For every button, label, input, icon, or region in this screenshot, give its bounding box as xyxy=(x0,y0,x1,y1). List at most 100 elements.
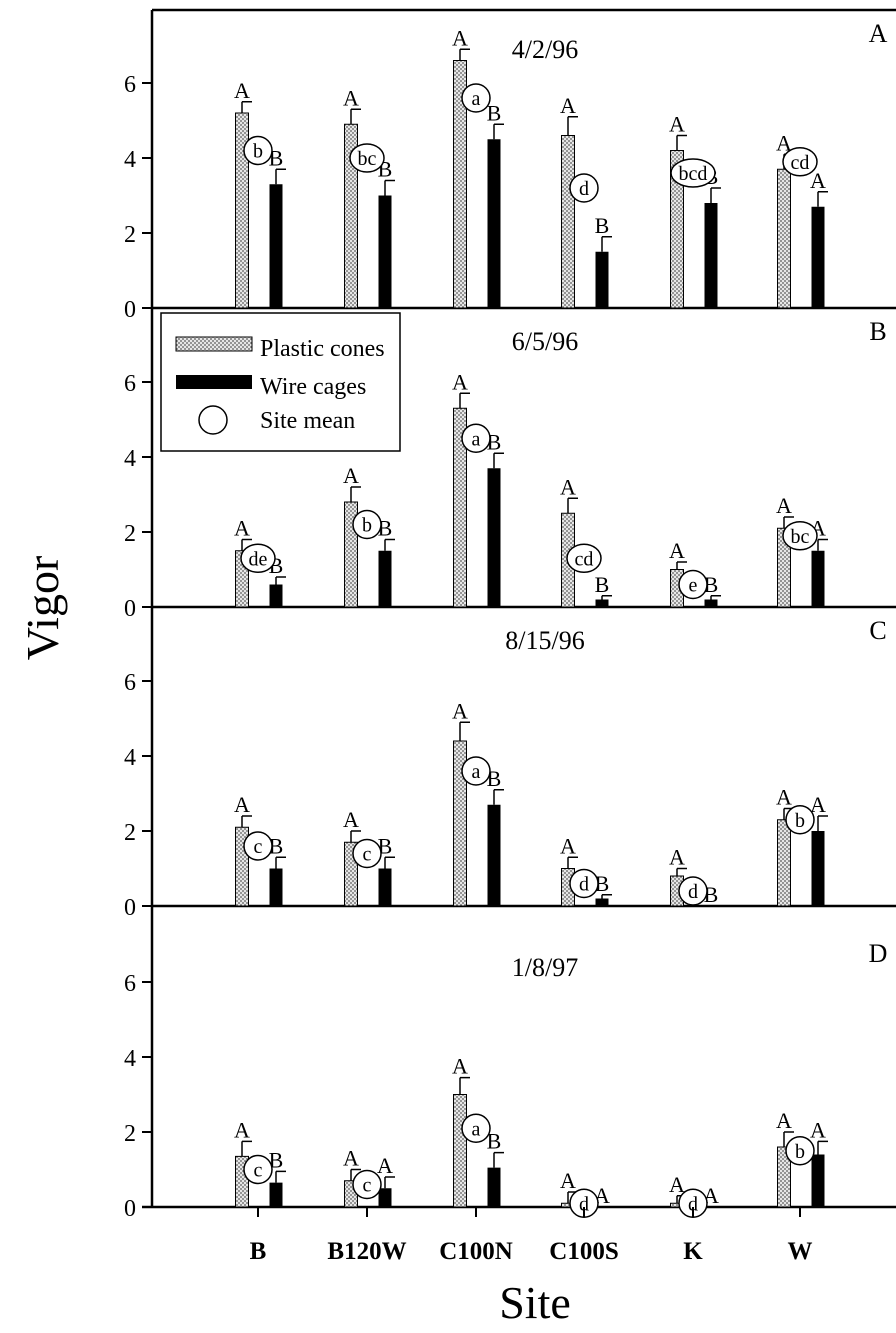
y-tick-label: 4 xyxy=(124,147,136,173)
site-mean-letter: bc xyxy=(358,148,377,170)
site-mean-letter: cd xyxy=(575,548,594,570)
bar-plastic-C100N xyxy=(453,1094,467,1208)
site-mean-marker xyxy=(352,1169,382,1200)
site-mean-letter: e xyxy=(689,575,698,597)
x-tick-label: B xyxy=(250,1238,267,1265)
legend-label-wire: Wire cages xyxy=(260,374,366,400)
significance-letter: A xyxy=(343,807,359,832)
panel-letter: B xyxy=(869,317,886,346)
y-tick-label: 2 xyxy=(124,222,136,248)
significance-letter: A xyxy=(560,1168,576,1193)
site-mean-letter: d xyxy=(688,1193,698,1215)
bar-wire-K xyxy=(704,203,718,308)
panel-date: 8/15/96 xyxy=(505,626,584,655)
significance-letter: A xyxy=(669,112,685,137)
legend: Plastic cones Wire cages Site mean xyxy=(160,312,401,452)
significance-letter: A xyxy=(452,698,468,723)
site-mean-marker xyxy=(569,1188,599,1218)
significance-letter: A xyxy=(452,25,468,50)
site-mean-marker xyxy=(243,135,273,166)
y-axis-label: Vigor xyxy=(17,556,68,661)
bar-plastic-C100S xyxy=(561,135,575,309)
panel-date: 4/2/96 xyxy=(512,35,578,64)
bar-wire-B xyxy=(269,868,283,906)
y-tick-label: 6 xyxy=(124,670,136,696)
bar-wire-C100N xyxy=(487,804,501,906)
significance-letter: A xyxy=(810,168,826,193)
panel-letter: A xyxy=(869,19,888,48)
legend-swatch-plastic xyxy=(175,336,253,352)
y-tick-label: 0 xyxy=(124,895,136,921)
site-mean-marker xyxy=(678,1188,708,1218)
significance-letter: A xyxy=(669,845,685,870)
y-tick-label: 6 xyxy=(124,971,136,997)
site-mean-marker xyxy=(461,83,491,113)
bar-wire-B xyxy=(269,584,283,607)
site-mean-marker xyxy=(461,423,491,453)
site-mean-marker xyxy=(349,143,385,173)
significance-letter: A xyxy=(810,1117,826,1142)
panel-date: 6/5/96 xyxy=(512,327,578,356)
bar-wire-B xyxy=(269,1182,283,1207)
site-mean-letter: d xyxy=(579,1193,589,1215)
significance-letter: A xyxy=(452,1054,468,1079)
significance-letter: A xyxy=(343,85,359,110)
site-mean-letter: a xyxy=(472,761,481,783)
site-mean-letter: a xyxy=(472,1118,481,1140)
site-mean-letter: c xyxy=(254,1160,263,1182)
legend-swatch-mean xyxy=(198,405,228,435)
chart-panels: 02464/2/96AAAAAAABBBBBAbbcadbcdcd02466/5… xyxy=(124,8,896,1222)
site-mean-letter: c xyxy=(363,1175,372,1197)
panel-letter: C xyxy=(869,616,886,645)
significance-letter: A xyxy=(377,1153,393,1178)
site-mean-marker xyxy=(243,1154,273,1185)
site-mean-marker xyxy=(352,838,382,869)
site-mean-letter: de xyxy=(249,548,268,570)
significance-letter: B xyxy=(595,213,610,238)
site-mean-marker xyxy=(243,831,273,861)
significance-letter: B xyxy=(487,100,502,125)
significance-letter: A xyxy=(776,785,792,810)
site-mean-marker xyxy=(785,805,815,835)
significance-letter: A xyxy=(776,1108,792,1133)
bar-wire-B120W xyxy=(378,868,392,906)
significance-letter: A xyxy=(669,538,685,563)
bar-wire-C100N xyxy=(487,1167,501,1207)
significance-letter: B xyxy=(595,871,610,896)
significance-letter: A xyxy=(452,369,468,394)
site-mean-letter: b xyxy=(362,515,372,537)
bar-wire-B xyxy=(269,184,283,308)
significance-letter: A xyxy=(560,93,576,118)
site-mean-marker xyxy=(670,158,716,188)
significance-letter: A xyxy=(560,474,576,499)
bar-wire-C100S xyxy=(595,898,609,906)
significance-letter: A xyxy=(776,493,792,518)
bar-wire-B120W xyxy=(378,1188,392,1207)
site-mean-marker xyxy=(240,543,276,573)
site-mean-letter: a xyxy=(472,88,481,110)
site-mean-letter: cd xyxy=(791,152,810,174)
panel-date: 1/8/97 xyxy=(512,953,578,982)
significance-letter: A xyxy=(810,792,826,817)
legend-label-plastic: Plastic cones xyxy=(260,336,385,362)
y-tick-label: 4 xyxy=(124,1046,136,1072)
site-mean-letter: bc xyxy=(791,526,810,548)
y-tick-label: 2 xyxy=(124,820,136,846)
site-mean-marker xyxy=(785,1136,815,1166)
significance-letter: B xyxy=(487,1129,502,1154)
x-tick-label: C100N xyxy=(439,1238,513,1265)
y-tick-label: 4 xyxy=(124,446,136,472)
site-mean-letter: d xyxy=(579,178,589,200)
legend-label-mean: Site mean xyxy=(260,408,355,434)
bar-wire-B120W xyxy=(378,550,392,607)
site-mean-marker xyxy=(678,569,708,600)
bar-wire-C100S xyxy=(595,251,609,308)
y-tick-label: 0 xyxy=(124,1196,136,1222)
x-tick-label: W xyxy=(788,1238,813,1265)
y-tick-label: 6 xyxy=(124,72,136,98)
bar-wire-W xyxy=(811,1154,825,1207)
site-mean-letter: bcd xyxy=(679,163,708,185)
y-tick-label: 0 xyxy=(124,297,136,323)
